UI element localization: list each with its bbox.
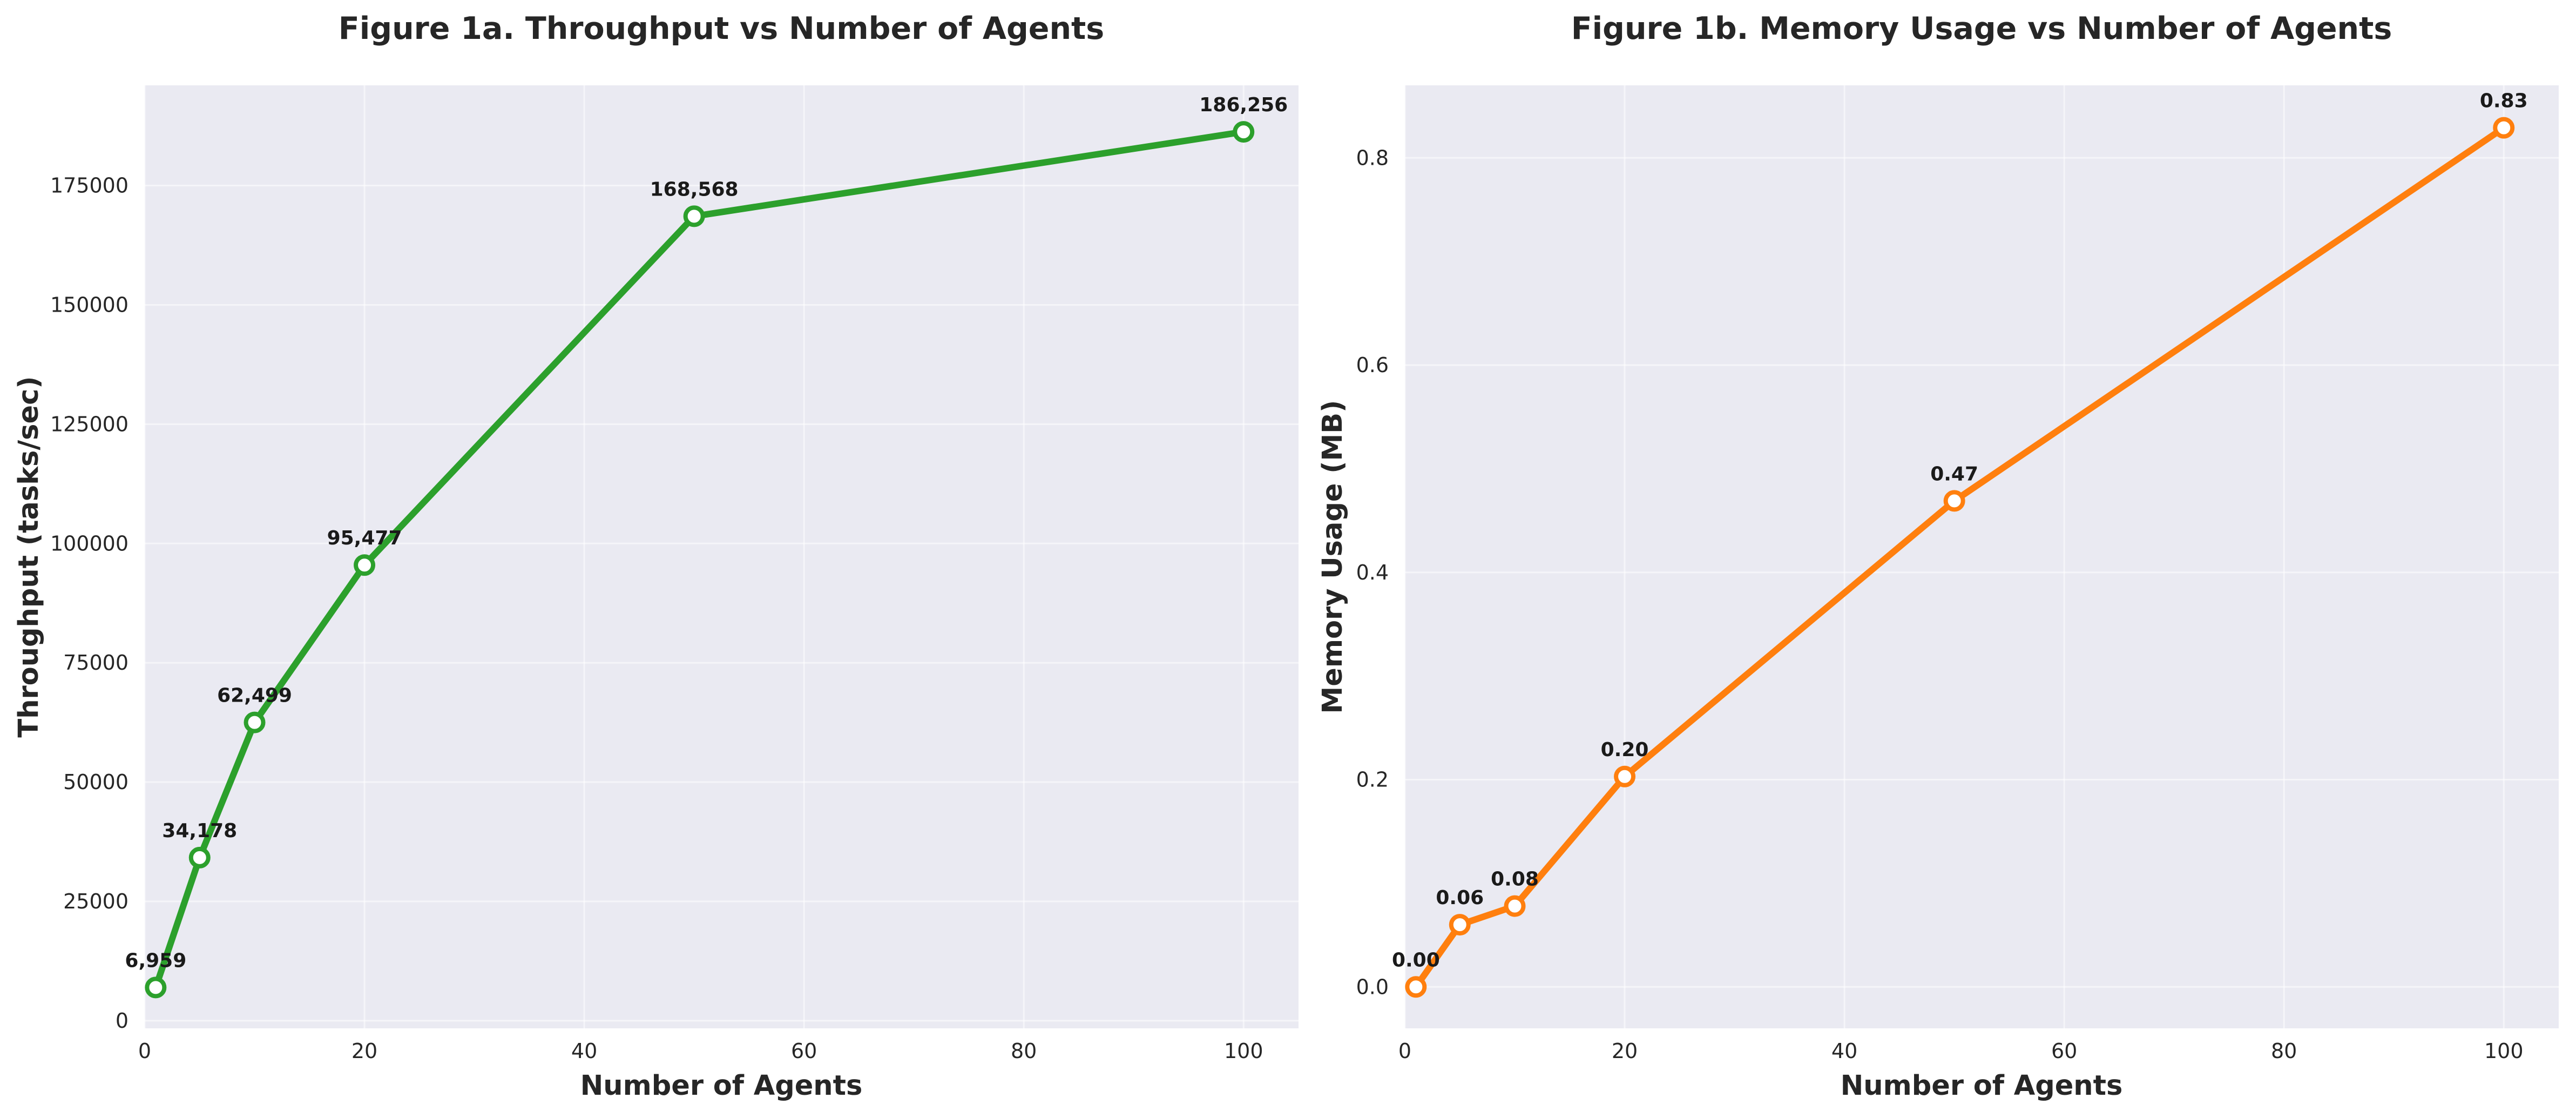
throughput-series — [145, 121, 1255, 999]
memory-data-label: 0.83 — [2480, 90, 2528, 112]
memory-data-label: 0.20 — [1601, 739, 1649, 761]
memory-data-label: 0.47 — [1930, 463, 1978, 485]
memory-x-axis-label: Number of Agents — [1841, 1070, 2123, 1102]
memory-data-label: 0.00 — [1392, 949, 1440, 971]
throughput-x-tick-label: 20 — [351, 1039, 377, 1063]
throughput-data-label: 95,477 — [327, 527, 402, 549]
throughput-chart-title: Figure 1a. Throughput vs Number of Agent… — [339, 11, 1104, 46]
memory-data-point — [1614, 765, 1636, 787]
memory-y-ticks: 0.0 0.2 0.4 0.6 0.8 — [1356, 146, 1389, 999]
memory-data-point — [1405, 976, 1427, 998]
memory-data-point — [2493, 117, 2515, 139]
throughput-data-label: 168,568 — [650, 178, 739, 200]
throughput-y-tick-label: 50000 — [63, 770, 129, 794]
memory-y-tick-label: 0.0 — [1356, 975, 1389, 999]
throughput-x-tick-label: 60 — [791, 1039, 817, 1063]
memory-x-tick-label: 80 — [2271, 1039, 2297, 1063]
memory-plot-area — [1405, 85, 2559, 1028]
memory-y-tick-label: 0.2 — [1356, 768, 1389, 792]
memory-x-tick-label: 60 — [2051, 1039, 2077, 1063]
throughput-data-label: 62,499 — [217, 685, 292, 707]
throughput-y-tick-label: 150000 — [50, 293, 129, 316]
memory-series-line — [1412, 124, 2507, 991]
memory-data-labels: 0.00 0.06 0.08 0.20 0.47 0.83 — [1392, 90, 2528, 972]
throughput-y-tick-label: 0 — [116, 1009, 129, 1033]
throughput-y-tick-label: 175000 — [50, 174, 129, 198]
throughput-y-axis-label: Throughput (tasks/sec) — [13, 376, 45, 737]
memory-y-axis-label: Memory Usage (MB) — [1317, 400, 1349, 714]
throughput-data-point — [683, 205, 705, 227]
memory-data-point — [1943, 490, 1965, 512]
memory-data-label: 0.06 — [1436, 887, 1484, 909]
memory-chart-panel: 0 20 40 60 80 100 0.00.20.40.60.8 0.000.060.0… — [1317, 11, 2559, 1102]
throughput-series-line — [152, 129, 1247, 991]
memory-x-tick-label: 20 — [1612, 1039, 1638, 1063]
throughput-data-point — [188, 846, 211, 868]
throughput-gridlines — [144, 85, 1299, 1028]
throughput-x-tick-label: 0 — [138, 1039, 151, 1063]
throughput-x-ticks: 0 20 40 60 80 100 — [138, 1039, 1263, 1063]
memory-y-tick-label: 0.4 — [1356, 561, 1389, 584]
throughput-y-tick-label: 100000 — [50, 531, 129, 555]
throughput-x-tick-label: 40 — [571, 1039, 597, 1063]
memory-x-tick-label: 0 — [1398, 1039, 1411, 1063]
throughput-data-point — [145, 976, 167, 999]
throughput-data-point — [354, 554, 376, 576]
memory-x-ticks: 0 20 40 60 80 100 — [1398, 1039, 2524, 1063]
throughput-chart-panel: 0 20 40 60 80 100 0 25000 50000 75000 100000 12500… — [13, 11, 1299, 1102]
memory-gridlines — [1404, 85, 2559, 1028]
throughput-y-ticks: 0 25000 50000 75000 100000 125000 150000 175000 — [50, 174, 129, 1033]
memory-data-point — [1504, 895, 1526, 917]
throughput-data-label: 34,178 — [162, 820, 237, 842]
throughput-plot-area — [145, 85, 1299, 1028]
memory-y-tick-label: 0.6 — [1356, 353, 1389, 377]
memory-x-tick-label: 40 — [1831, 1039, 1857, 1063]
throughput-y-tick-label: 75000 — [63, 651, 129, 675]
memory-series — [1405, 117, 2515, 998]
memory-y-tick-label: 0.8 — [1356, 146, 1389, 170]
memory-chart-title: Figure 1b. Memory Usage vs Number of Age… — [1571, 11, 2392, 46]
throughput-x-tick-label: 100 — [1224, 1039, 1263, 1063]
throughput-data-point — [244, 711, 266, 733]
throughput-y-tick-label: 25000 — [63, 890, 129, 913]
throughput-y-tick-label: 125000 — [50, 412, 129, 436]
memory-data-label: 0.08 — [1491, 868, 1539, 891]
throughput-x-tick-label: 80 — [1011, 1039, 1037, 1063]
throughput-data-label: 6,959 — [125, 949, 186, 972]
throughput-data-point — [1233, 121, 1255, 143]
throughput-data-labels: 6,959 34,178 62,499 95,477 168,568 186,256 — [125, 94, 1288, 972]
throughput-data-label: 186,256 — [1199, 94, 1288, 116]
memory-x-tick-label: 100 — [2484, 1039, 2524, 1063]
throughput-x-axis-label: Number of Agents — [580, 1070, 863, 1102]
memory-data-point — [1449, 914, 1471, 936]
